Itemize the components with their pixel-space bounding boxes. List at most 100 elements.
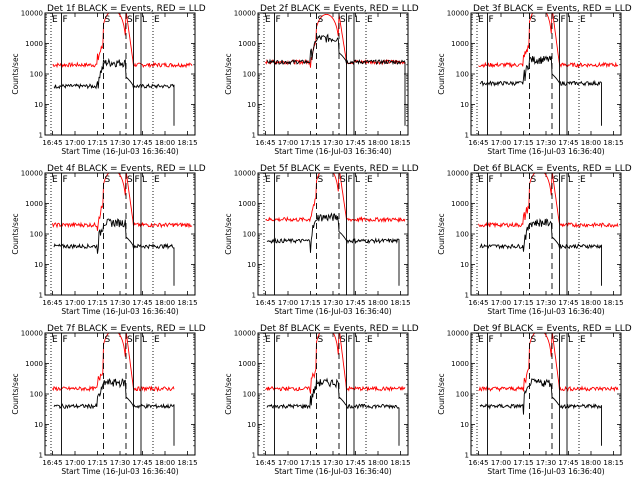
y-tick-label: 100 [30, 231, 43, 239]
marker-label: S [318, 15, 324, 25]
marker-label: F [348, 335, 353, 345]
y-axis-label: Counts/sec [224, 373, 233, 414]
x-tick-label: 17:45 [132, 299, 152, 307]
x-axis-label: Start Time (16-Jul-03 16:36:40) [274, 147, 391, 156]
panel-9: Det 9f BLACK = Events, RED = LLD 1 10 100 10… [437, 324, 632, 476]
marker-label: S [531, 335, 537, 345]
y-axis-label: Counts/sec [11, 373, 20, 414]
marker-label: F [561, 335, 566, 345]
panel-title: Det 8f BLACK = Events, RED = LLD [260, 324, 419, 334]
marker-label: F [489, 175, 494, 185]
plot-frame [44, 12, 196, 136]
marker-label: F [276, 15, 281, 25]
y-tick-label: 1 [465, 452, 469, 460]
x-tick-label: 17:00 [65, 299, 85, 307]
plot-frame [470, 332, 622, 456]
y-axis-label: Counts/sec [11, 53, 20, 94]
y-tick-label: 1000 [451, 200, 469, 208]
series-events [53, 57, 175, 126]
x-axis-label: Start Time (16-Jul-03 16:36:40) [487, 467, 604, 476]
marker-label: E [52, 335, 58, 345]
marker-label: L [142, 175, 147, 185]
plot-area [478, 173, 619, 286]
marker-label: E [367, 175, 373, 185]
series-events [53, 218, 175, 286]
series-events [266, 33, 406, 126]
x-tick-label: 17:00 [491, 139, 511, 147]
x-tick-label: 17:15 [300, 459, 320, 467]
y-tick-label: 10 [34, 421, 43, 429]
marker-label: E [265, 15, 271, 25]
y-tick-label: 1000 [238, 40, 256, 48]
series-events [479, 55, 602, 126]
series-events [479, 218, 602, 286]
marker-label: S [105, 335, 111, 345]
marker-label: E [367, 335, 373, 345]
marker-label: E [154, 15, 160, 25]
marker-label: E [580, 335, 586, 345]
y-tick-label: 100 [243, 71, 256, 79]
panel-title: Det 9f BLACK = Events, RED = LLD [473, 324, 632, 334]
x-tick-label: 16:45 [468, 459, 488, 467]
y-tick-label: 1 [252, 132, 256, 140]
marker-label: E [478, 15, 484, 25]
y-tick-label: 100 [30, 71, 43, 79]
marker-label: E [52, 15, 58, 25]
marker-label: S [340, 335, 346, 345]
y-tick-label: 10000 [447, 330, 469, 338]
panel-title: Det 3f BLACK = Events, RED = LLD [473, 4, 632, 14]
marker-label: S [105, 175, 111, 185]
series-events [479, 378, 602, 446]
panel-5: Det 5f BLACK = Events, RED = LLD 1 10 100 10… [224, 164, 419, 316]
x-axis-label: Start Time (16-Jul-03 16:36:40) [61, 307, 178, 316]
y-tick-label: 100 [456, 391, 469, 399]
x-tick-label: 18:00 [368, 459, 388, 467]
marker-label: S [127, 15, 133, 25]
x-tick-label: 17:00 [278, 459, 298, 467]
y-tick-label: 10000 [234, 330, 256, 338]
y-tick-label: 10000 [21, 170, 43, 178]
y-tick-label: 1 [465, 292, 469, 300]
y-tick-label: 1000 [238, 360, 256, 368]
y-tick-label: 100 [243, 391, 256, 399]
y-tick-label: 1000 [25, 360, 43, 368]
y-tick-label: 10 [460, 261, 469, 269]
y-tick-label: 10 [34, 261, 43, 269]
marker-label: L [142, 335, 147, 345]
x-tick-label: 18:15 [177, 459, 197, 467]
y-tick-label: 10 [247, 261, 256, 269]
marker-label: F [135, 175, 140, 185]
plot-frame [44, 332, 196, 456]
plot-frame [257, 332, 409, 456]
y-axis-label: Counts/sec [437, 373, 446, 414]
marker-label: S [105, 15, 111, 25]
x-tick-label: 18:15 [603, 139, 623, 147]
panel-6: Det 6f BLACK = Events, RED = LLD 1 10 100 10… [437, 164, 632, 316]
plot-area [478, 13, 619, 126]
x-tick-label: 17:30 [110, 139, 130, 147]
marker-label: S [340, 15, 346, 25]
x-tick-label: 17:15 [87, 459, 107, 467]
marker-label: F [348, 15, 353, 25]
y-tick-label: 1 [39, 132, 43, 140]
x-tick-label: 17:15 [513, 459, 533, 467]
panel-7: Det 7f BLACK = Events, RED = LLD 1 10 100 10… [11, 324, 206, 476]
marker-label: S [531, 175, 537, 185]
y-tick-label: 10000 [447, 170, 469, 178]
x-tick-label: 18:15 [603, 459, 623, 467]
x-tick-label: 17:15 [513, 299, 533, 307]
panel-title: Det 2f BLACK = Events, RED = LLD [260, 4, 419, 14]
marker-label: F [135, 15, 140, 25]
marker-label: E [367, 15, 373, 25]
panel-title: Det 7f BLACK = Events, RED = LLD [47, 324, 206, 334]
panel-1: Det 1f BLACK = Events, RED = LLD 1 10 100 10… [11, 4, 206, 156]
panel-title: Det 1f BLACK = Events, RED = LLD [47, 4, 206, 14]
panel-title: Det 6f BLACK = Events, RED = LLD [473, 164, 632, 174]
x-axis-label: Start Time (16-Jul-03 16:36:40) [274, 307, 391, 316]
x-tick-label: 16:45 [42, 139, 62, 147]
y-tick-label: 100 [243, 231, 256, 239]
x-tick-label: 17:00 [278, 299, 298, 307]
plot-frame [470, 172, 622, 296]
y-tick-label: 100 [30, 391, 43, 399]
x-axis-label: Start Time (16-Jul-03 16:36:40) [487, 147, 604, 156]
